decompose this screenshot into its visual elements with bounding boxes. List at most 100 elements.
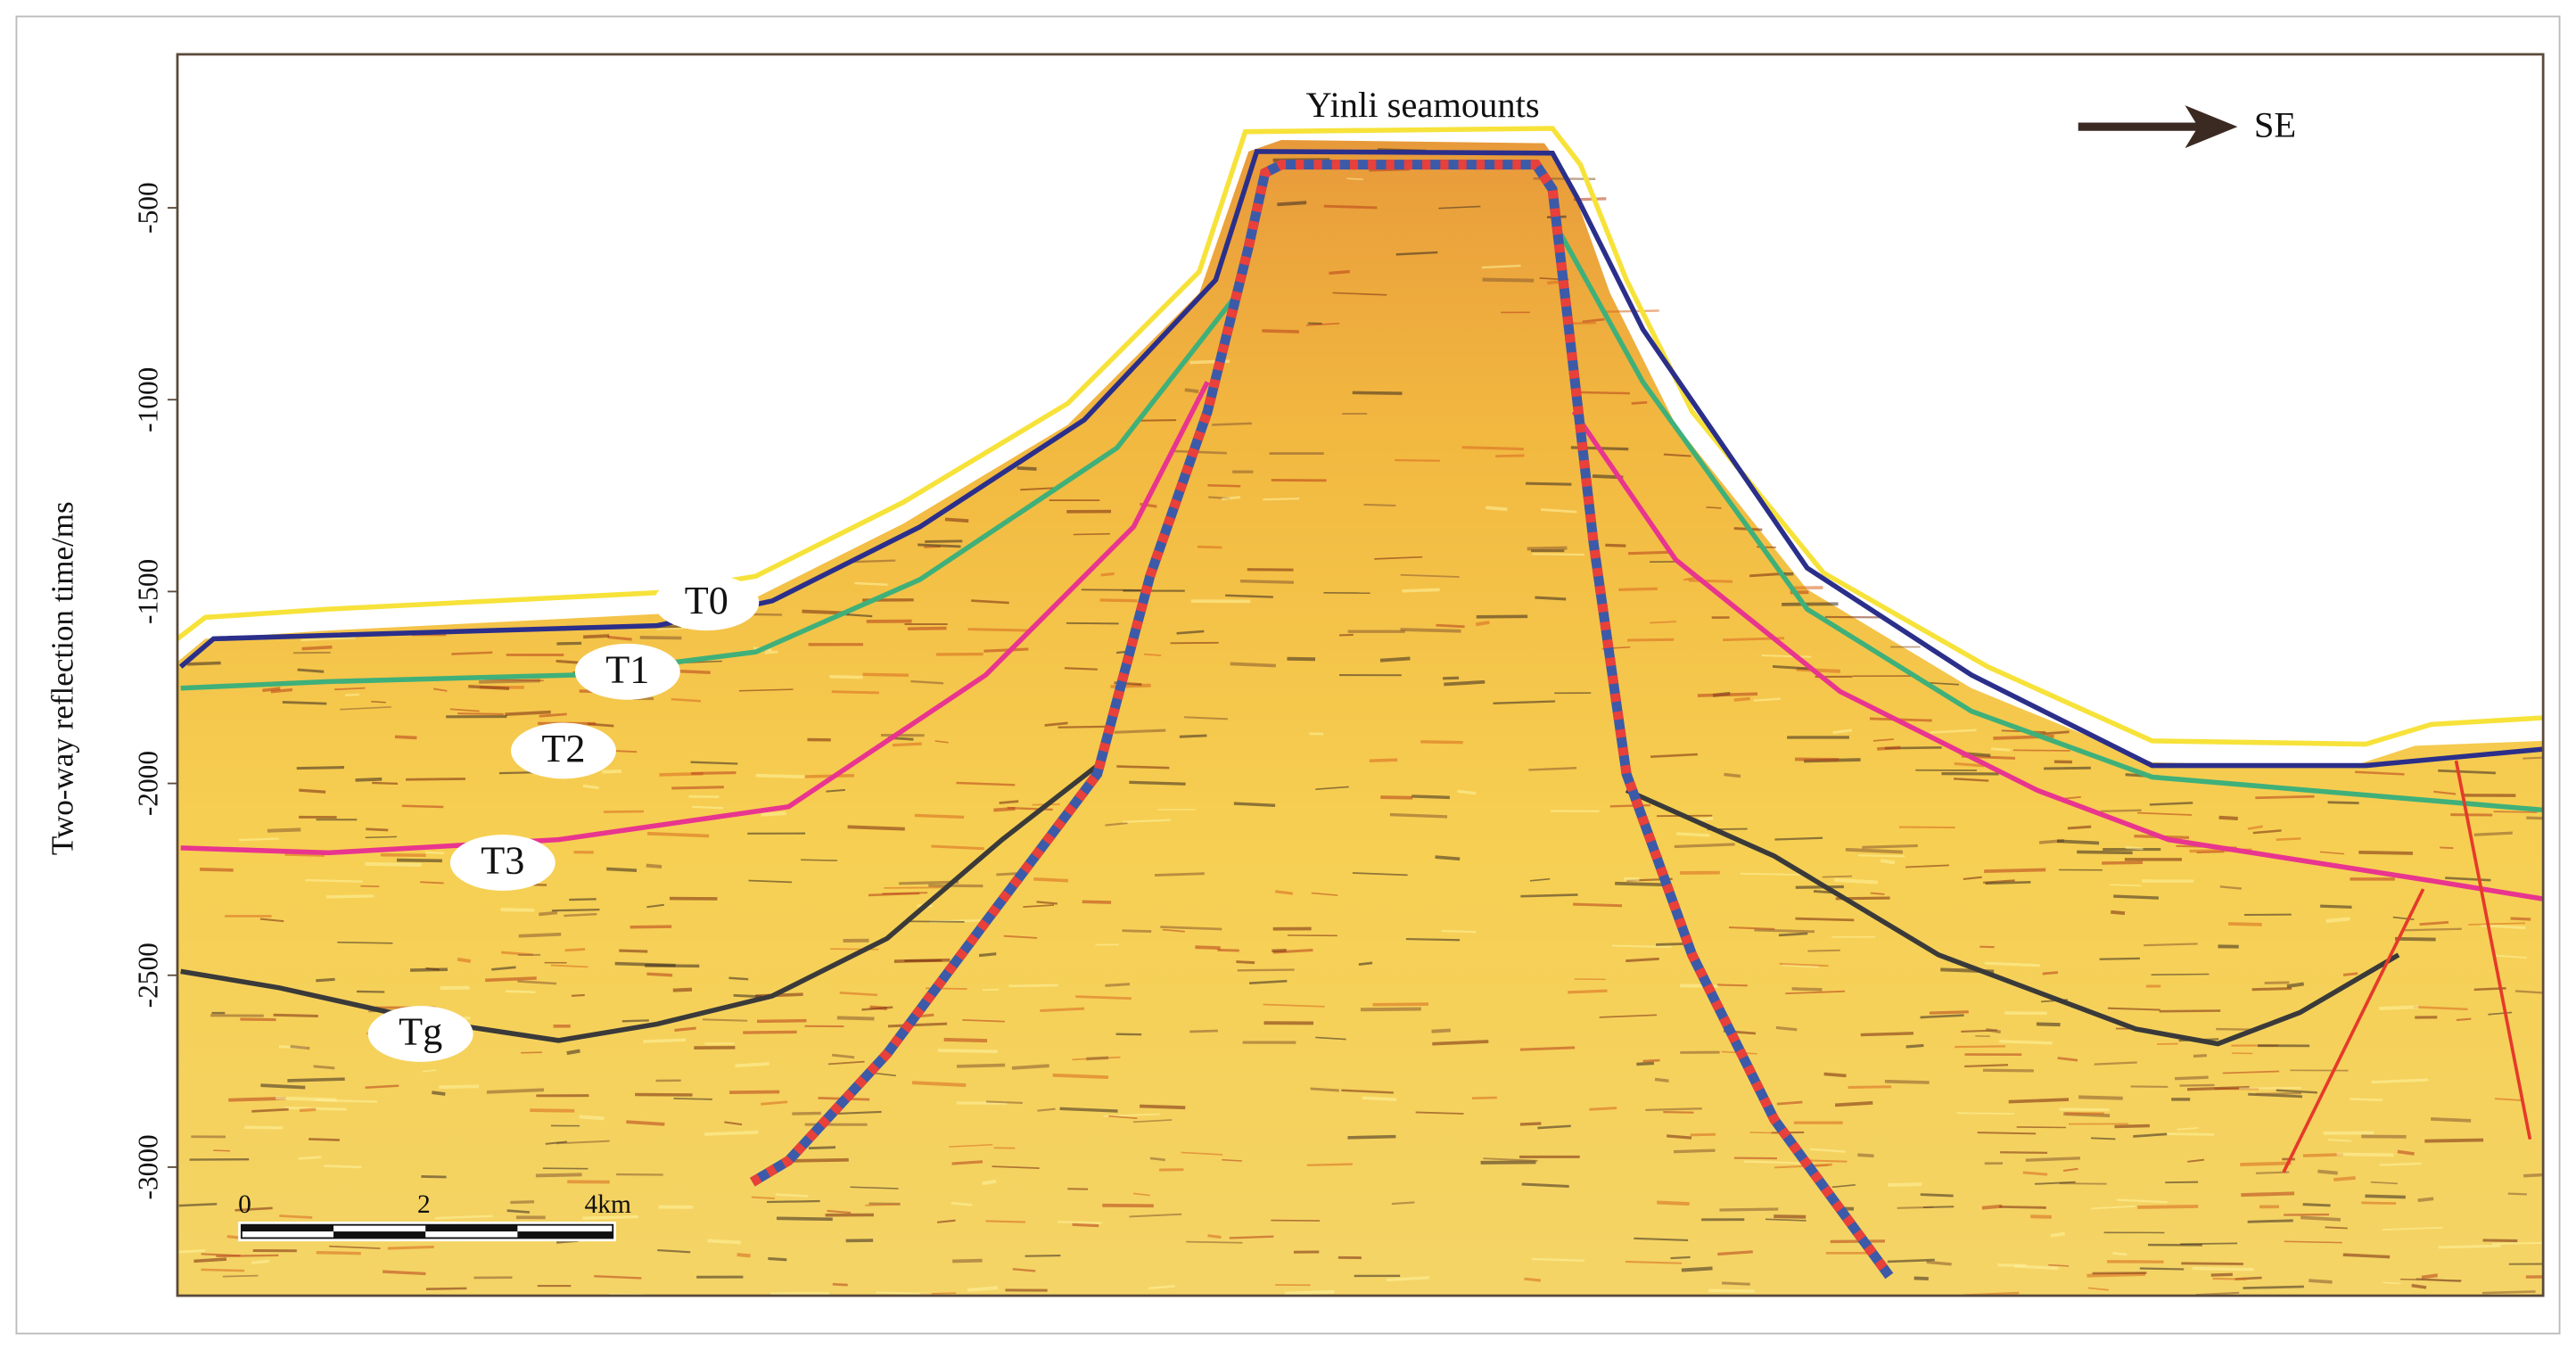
reflector xyxy=(2239,1087,2301,1090)
reflector xyxy=(1154,872,1205,877)
reflector xyxy=(1979,945,1995,949)
reflector xyxy=(967,628,1028,632)
reflector xyxy=(1772,665,1810,671)
reflector xyxy=(657,1249,691,1254)
reflector xyxy=(1645,1107,1702,1112)
reflector xyxy=(2342,1253,2391,1259)
reflector xyxy=(1329,269,1350,276)
reflector xyxy=(1082,900,1112,904)
reflector xyxy=(2523,1173,2544,1178)
reflector xyxy=(766,1199,820,1204)
reflector xyxy=(1806,1159,1848,1163)
reflector xyxy=(1860,1032,1913,1037)
y-tick-label: -500 xyxy=(133,182,164,234)
reflector xyxy=(1774,1164,1829,1169)
reflector xyxy=(2404,927,2462,932)
reflector xyxy=(1008,984,1058,988)
reflector xyxy=(1016,466,1037,471)
reflector xyxy=(305,878,363,883)
reflector xyxy=(1438,205,1481,210)
reflector xyxy=(1688,579,1733,583)
reflector xyxy=(2424,1138,2484,1143)
reflector xyxy=(1073,532,1110,536)
reflector xyxy=(372,781,399,786)
reflector xyxy=(1129,1213,1182,1218)
reflector xyxy=(1955,1045,2006,1049)
reflector xyxy=(2495,954,2528,959)
reflector xyxy=(768,1256,787,1262)
reflector xyxy=(1105,983,1131,987)
reflector xyxy=(691,770,737,776)
reflector xyxy=(1774,1214,1806,1219)
reflector xyxy=(1402,588,1440,593)
fault xyxy=(2454,760,2532,1140)
reflector xyxy=(2091,1205,2136,1210)
reflector xyxy=(468,684,510,691)
reflector xyxy=(421,1175,447,1179)
reflector xyxy=(1284,1289,1335,1296)
reflector xyxy=(831,1053,855,1059)
reflector xyxy=(2193,1054,2207,1058)
reflector xyxy=(1832,729,1853,735)
reflector xyxy=(761,811,786,817)
reflector xyxy=(1887,1258,1935,1264)
reflector xyxy=(1913,1276,1929,1280)
scale-bar-outline xyxy=(240,1223,614,1239)
reflector xyxy=(1926,1260,1952,1266)
reflector xyxy=(2247,1219,2293,1223)
reflector xyxy=(875,1072,896,1077)
reflector xyxy=(1179,734,1207,738)
reflector xyxy=(1275,890,1294,895)
reflector xyxy=(2062,1167,2078,1173)
reflector xyxy=(967,1286,999,1292)
reflector xyxy=(316,1250,361,1255)
horizon-line xyxy=(180,763,2400,1047)
reflector xyxy=(1708,1288,1755,1293)
reflector xyxy=(1681,1266,1713,1272)
reflector xyxy=(569,898,597,901)
reflector xyxy=(1568,989,1608,994)
reflector xyxy=(2349,1098,2383,1101)
reflector xyxy=(1795,917,1855,922)
reflector xyxy=(755,773,805,778)
reflector xyxy=(2438,1244,2501,1249)
reflector xyxy=(1765,1218,1806,1222)
reflector xyxy=(868,892,920,897)
reflector xyxy=(1315,1036,1346,1041)
reflector xyxy=(1064,667,1098,671)
reflector xyxy=(2086,1272,2146,1278)
horizon-label-bg xyxy=(367,1006,473,1062)
reflector xyxy=(1099,598,1138,603)
reflector xyxy=(646,863,663,868)
reflector xyxy=(2016,1126,2067,1129)
scale-bar-segment xyxy=(517,1231,613,1239)
reflector xyxy=(861,1006,893,1011)
reflector xyxy=(213,1149,230,1152)
reflector xyxy=(832,1282,848,1287)
reflector xyxy=(1782,963,1819,968)
reflector xyxy=(1352,391,1403,395)
reflector xyxy=(2419,920,2449,926)
reflector xyxy=(2284,1213,2330,1216)
reflector xyxy=(621,1019,649,1023)
reflector xyxy=(646,903,664,909)
reflector xyxy=(1953,778,1989,782)
reflector xyxy=(326,894,374,899)
reflector xyxy=(1023,904,1055,908)
reflector xyxy=(1740,872,1802,876)
reflector xyxy=(309,1138,340,1141)
reflector xyxy=(910,679,944,685)
reflector xyxy=(1573,391,1630,395)
reflector xyxy=(692,805,724,810)
reflector xyxy=(2411,1283,2427,1289)
reflector xyxy=(1540,508,1577,514)
reflector xyxy=(1733,696,1751,702)
reflector xyxy=(1920,1014,1964,1019)
reflector xyxy=(1631,400,1648,405)
reflector xyxy=(1642,1058,1660,1063)
reflector xyxy=(582,784,599,790)
reflector xyxy=(1072,1222,1099,1228)
reflector xyxy=(2302,1203,2331,1207)
reflector xyxy=(1848,1085,1892,1089)
